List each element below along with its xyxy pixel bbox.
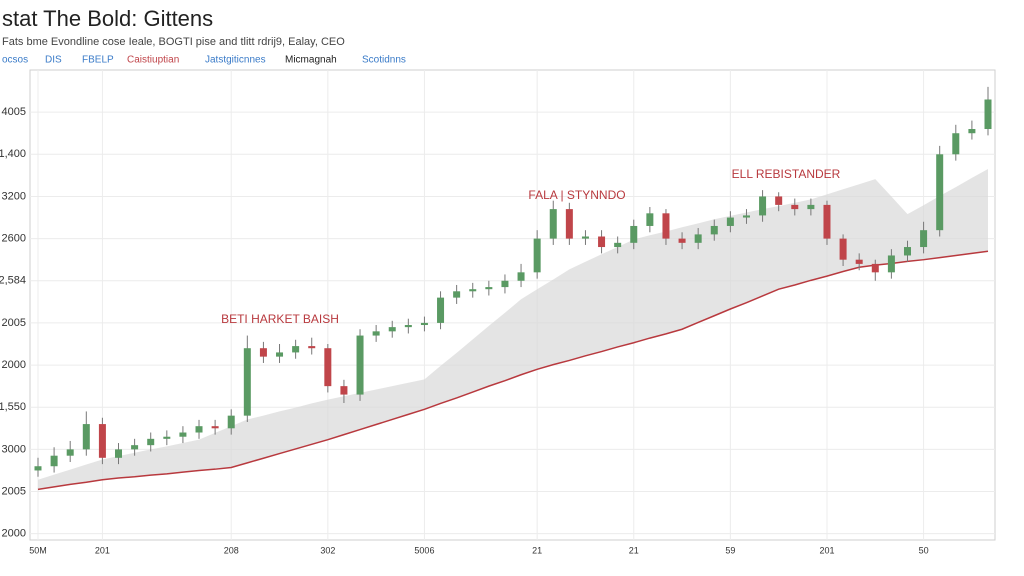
annotation: ELL REBISTANDER xyxy=(732,167,841,181)
candle-body xyxy=(646,213,654,226)
toolbar-item[interactable]: ocsos xyxy=(2,55,28,66)
candle-body xyxy=(517,272,525,281)
candle-body xyxy=(791,204,799,210)
toolbar-item[interactable]: Jatstgiticnnes xyxy=(205,55,266,66)
candle-body xyxy=(823,204,831,239)
candle-body xyxy=(195,426,203,433)
x-tick-label: 5006 xyxy=(414,545,434,555)
candle-body xyxy=(227,415,235,429)
toolbar-item[interactable]: Scotidnns xyxy=(362,55,406,66)
candle-body xyxy=(871,263,879,273)
candle-body xyxy=(920,230,928,248)
y-tick-label: 1,550 xyxy=(0,401,26,413)
y-tick-label: 2000 xyxy=(2,359,26,371)
candle-body xyxy=(50,455,58,467)
plot-frame xyxy=(29,69,996,541)
candle-body xyxy=(485,287,493,290)
candle-body xyxy=(82,424,90,450)
candle-body xyxy=(372,331,380,336)
candle-body xyxy=(147,438,155,446)
candle-body xyxy=(356,335,364,395)
x-tick-label: 208 xyxy=(224,545,239,555)
candle-body xyxy=(340,386,348,395)
candle-body xyxy=(98,424,106,458)
candle-body xyxy=(710,225,718,235)
candle-body xyxy=(34,466,42,471)
candle-body xyxy=(324,348,332,387)
band-area xyxy=(38,169,988,490)
candle-body xyxy=(259,348,267,357)
y-tick-label: 3000 xyxy=(2,443,26,455)
candle-body xyxy=(308,346,316,349)
candle-body xyxy=(501,280,509,288)
annotation: FALA | STYNNDO xyxy=(528,188,625,202)
candle-body xyxy=(453,291,461,298)
x-tick-label: 201 xyxy=(819,545,834,555)
toolbar-item[interactable]: Caistiuptian xyxy=(127,55,179,66)
y-tick-label: 2600 xyxy=(2,233,26,245)
candle-body xyxy=(936,154,944,231)
candle-body xyxy=(662,213,670,239)
candle-body xyxy=(952,133,960,155)
y-tick-label: 3200 xyxy=(2,190,26,202)
candle-body xyxy=(565,209,573,239)
candle-body xyxy=(469,289,477,292)
x-tick-label: 50 xyxy=(919,545,929,555)
candle-body xyxy=(839,238,847,260)
candle-body xyxy=(807,204,815,210)
candle-body xyxy=(388,327,396,332)
x-tick-label: 21 xyxy=(629,545,639,555)
candle-body xyxy=(131,445,139,450)
candle-body xyxy=(163,436,171,439)
candle-body xyxy=(903,247,911,256)
candle-body xyxy=(211,426,219,429)
chart-subtitle: Fats bme Evondline cose Ieale, BOGTI pis… xyxy=(2,36,345,48)
toolbar-item[interactable]: DIS xyxy=(45,55,62,66)
candle-body xyxy=(292,346,300,353)
candle-body xyxy=(404,325,412,328)
candle-body xyxy=(179,432,187,437)
candle-body xyxy=(887,255,895,273)
candle-body xyxy=(437,297,445,323)
y-tick-label: 2005 xyxy=(2,317,26,329)
candle-body xyxy=(598,236,606,248)
y-tick-label: 2000 xyxy=(2,528,26,540)
annotation: BETI HARKET BAISH xyxy=(221,312,339,326)
chart-title: stat The Bold: Gittens xyxy=(2,6,213,31)
candle-body xyxy=(775,196,783,205)
y-tick-label: 2,584 xyxy=(0,275,26,287)
y-tick-label: 1,400 xyxy=(0,148,26,160)
toolbar-item[interactable]: FBELP xyxy=(82,55,114,66)
candle-body xyxy=(420,322,428,326)
candle-body xyxy=(742,215,750,218)
toolbar-item[interactable]: Micmagnah xyxy=(285,55,337,66)
moving-average xyxy=(37,250,989,491)
y-tick-label: 4005 xyxy=(2,106,26,118)
candle-body xyxy=(630,225,638,243)
candle-body xyxy=(984,99,992,130)
candle-body xyxy=(694,234,702,243)
candle-body xyxy=(726,217,734,226)
candle-body xyxy=(614,242,622,248)
candle-body xyxy=(549,209,557,239)
candle-body xyxy=(243,348,251,416)
candle-body xyxy=(968,129,976,134)
x-tick-label: 59 xyxy=(725,545,735,555)
candle-body xyxy=(533,238,541,273)
candle-body xyxy=(66,449,74,456)
x-tick-label: 21 xyxy=(532,545,542,555)
candle-body xyxy=(855,259,863,264)
x-tick-label: 302 xyxy=(320,545,335,555)
y-tick-label: 2005 xyxy=(2,485,26,497)
x-tick-label: 50M xyxy=(29,545,47,555)
x-tick-label: 201 xyxy=(95,545,110,555)
candle-body xyxy=(115,449,123,458)
candle-body xyxy=(678,238,686,243)
candle-body xyxy=(759,196,767,216)
candle-body xyxy=(276,352,284,357)
candle-body xyxy=(581,236,589,239)
